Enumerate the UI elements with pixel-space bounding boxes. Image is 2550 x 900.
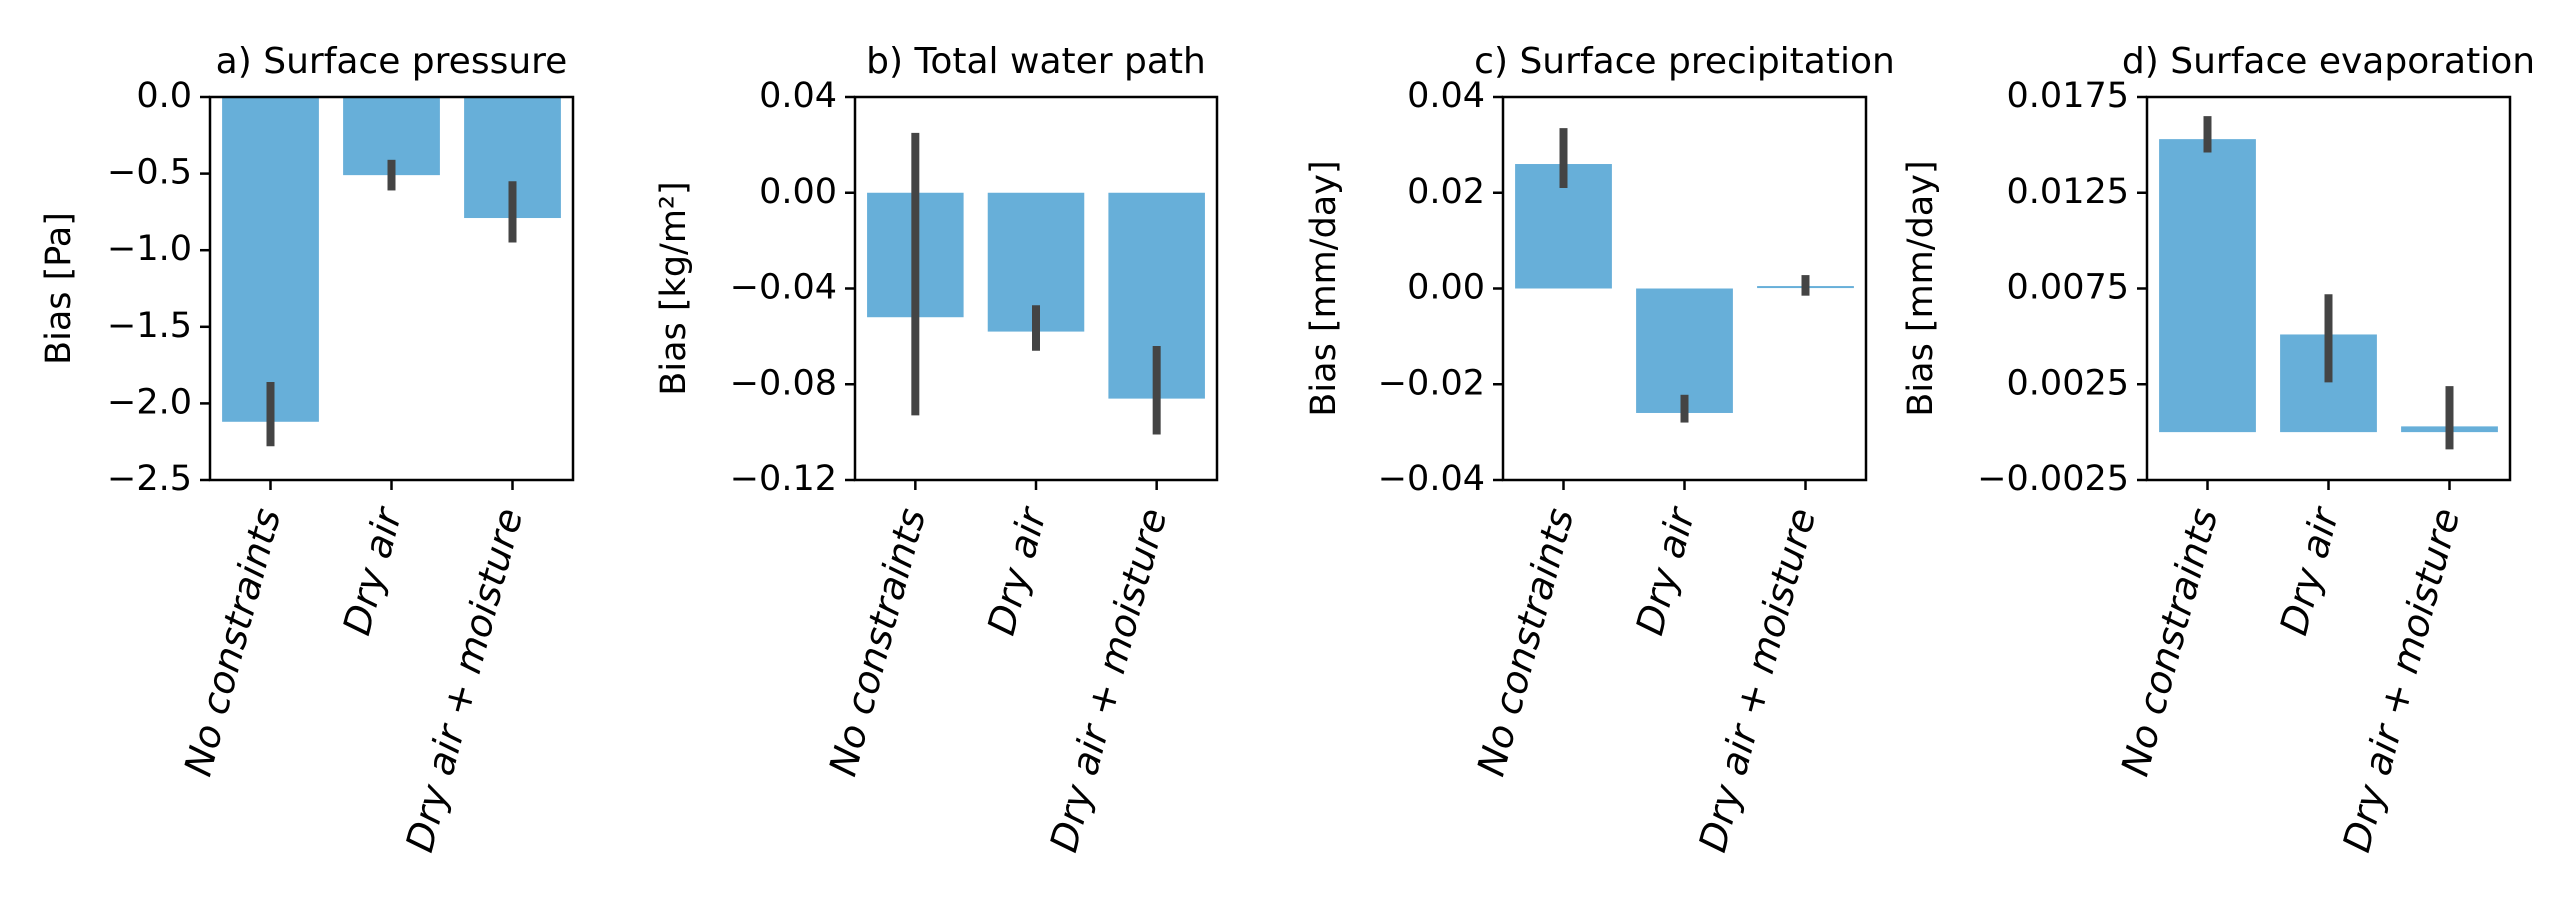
category-label: No constraints	[2113, 504, 2227, 781]
y-tick-label: 0.0175	[2007, 76, 2129, 116]
y-tick-label: −0.04	[730, 268, 837, 308]
axes-frame	[208, 95, 575, 482]
category-label: Dry air	[1627, 501, 1703, 639]
category-label: Dry air	[979, 501, 1055, 639]
panel-title: c) Surface precipitation	[1474, 41, 1895, 82]
y-tick-label: −1.0	[107, 229, 192, 269]
category-label: Dry air + moisture	[2334, 504, 2468, 857]
y-tick-label: 0.0025	[2007, 363, 2129, 403]
y-tick-label: 0.04	[1407, 76, 1485, 116]
y-tick-label: 0.0125	[2007, 172, 2129, 212]
y-tick-label: −0.0025	[1977, 459, 2129, 499]
panel-title: a) Surface pressure	[216, 41, 568, 82]
category-label: No constraints	[821, 504, 935, 781]
y-tick-label: −0.12	[730, 459, 837, 499]
y-axis-label: Bias [mm/day]	[1304, 160, 1344, 416]
y-tick-label: −2.0	[107, 382, 192, 422]
category-label: Dry air	[334, 501, 410, 639]
category-label: Dry air + moisture	[1690, 504, 1824, 857]
y-tick-label: 0.00	[759, 172, 837, 212]
category-label: Dry air + moisture	[1042, 504, 1176, 857]
bar-2	[1636, 288, 1733, 413]
y-axis-label: Bias [kg/m²]	[654, 181, 694, 395]
y-tick-label: −0.08	[730, 363, 837, 403]
panel-title: b) Total water path	[866, 41, 1206, 82]
y-tick-label: 0.02	[1407, 172, 1485, 212]
y-tick-label: 0.04	[759, 76, 837, 116]
y-tick-label: −2.5	[107, 459, 192, 499]
y-tick-label: 0.0075	[2007, 268, 2129, 308]
y-tick-label: −0.02	[1378, 363, 1485, 403]
y-tick-label: 0.00	[1407, 268, 1485, 308]
bar-1	[2159, 139, 2256, 433]
y-tick-label: 0.0	[136, 76, 192, 116]
y-tick-label: −0.5	[107, 153, 192, 193]
category-label: No constraints	[1469, 504, 1583, 781]
y-tick-label: −1.5	[107, 306, 192, 346]
category-label: Dry air + moisture	[397, 504, 531, 857]
category-label: Dry air	[2271, 501, 2347, 639]
y-axis-label: Bias [mm/day]	[1901, 160, 1941, 416]
bar-1	[222, 97, 319, 422]
y-tick-label: −0.04	[1378, 459, 1485, 499]
category-label: No constraints	[176, 504, 290, 781]
panel-title: d) Surface evaporation	[2122, 41, 2535, 82]
y-axis-label: Bias [Pa]	[39, 212, 79, 365]
